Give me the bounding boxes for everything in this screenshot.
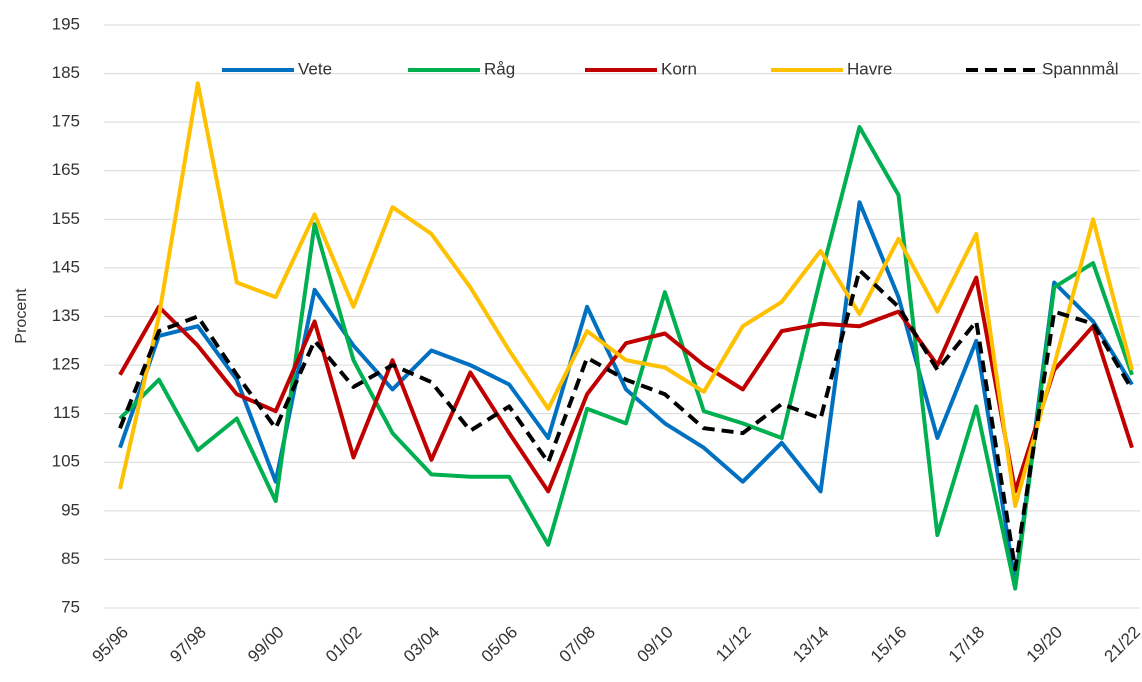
x-tick-label: 95/96: [88, 623, 132, 667]
y-tick-label: 125: [52, 355, 80, 374]
legend-item: Korn: [585, 59, 697, 78]
legend-label: Råg: [484, 59, 515, 78]
y-tick-label: 135: [52, 306, 80, 325]
legend-label: Havre: [847, 59, 892, 78]
x-tick-label: 13/14: [789, 623, 833, 667]
x-tick-label: 97/98: [166, 623, 210, 667]
x-tick-label: 09/10: [633, 623, 677, 667]
y-tick-label: 165: [52, 160, 80, 179]
y-tick-label: 95: [61, 500, 80, 519]
y-tick-label: 75: [61, 597, 80, 616]
series-line: [118, 81, 1134, 508]
legend-item: Spannmål: [966, 59, 1119, 78]
y-tick-label: 85: [61, 549, 80, 568]
series-line: [118, 268, 1134, 572]
series-line: [118, 125, 1134, 591]
x-tick-label: 15/16: [867, 623, 911, 667]
x-tick-label: 21/22: [1100, 623, 1142, 667]
y-tick-label: 145: [52, 257, 80, 276]
series-line: [118, 275, 1134, 494]
x-tick-label: 99/00: [244, 623, 288, 667]
legend-label: Spannmål: [1042, 59, 1119, 78]
legend-item: Råg: [408, 59, 515, 78]
legend-item: Vete: [222, 59, 332, 78]
x-tick-label: 19/20: [1023, 623, 1067, 667]
x-tick-label: 03/04: [400, 623, 444, 667]
legend-label: Vete: [298, 59, 332, 78]
legend-label: Korn: [661, 59, 697, 78]
y-tick-label: 155: [52, 209, 80, 228]
y-tick-label: 185: [52, 63, 80, 82]
x-tick-label: 05/06: [478, 623, 522, 667]
x-tick-label: 07/08: [556, 623, 600, 667]
y-tick-label: 115: [53, 403, 80, 422]
y-tick-label: 195: [52, 14, 80, 33]
legend-item: Havre: [771, 59, 892, 78]
x-tick-label: 11/12: [712, 623, 755, 666]
x-tick-label: 17/18: [945, 623, 989, 667]
y-axis-title: Procent: [13, 288, 30, 344]
y-tick-label: 105: [52, 452, 80, 471]
x-tick-label: 01/02: [322, 623, 366, 667]
y-tick-label: 175: [52, 112, 80, 131]
